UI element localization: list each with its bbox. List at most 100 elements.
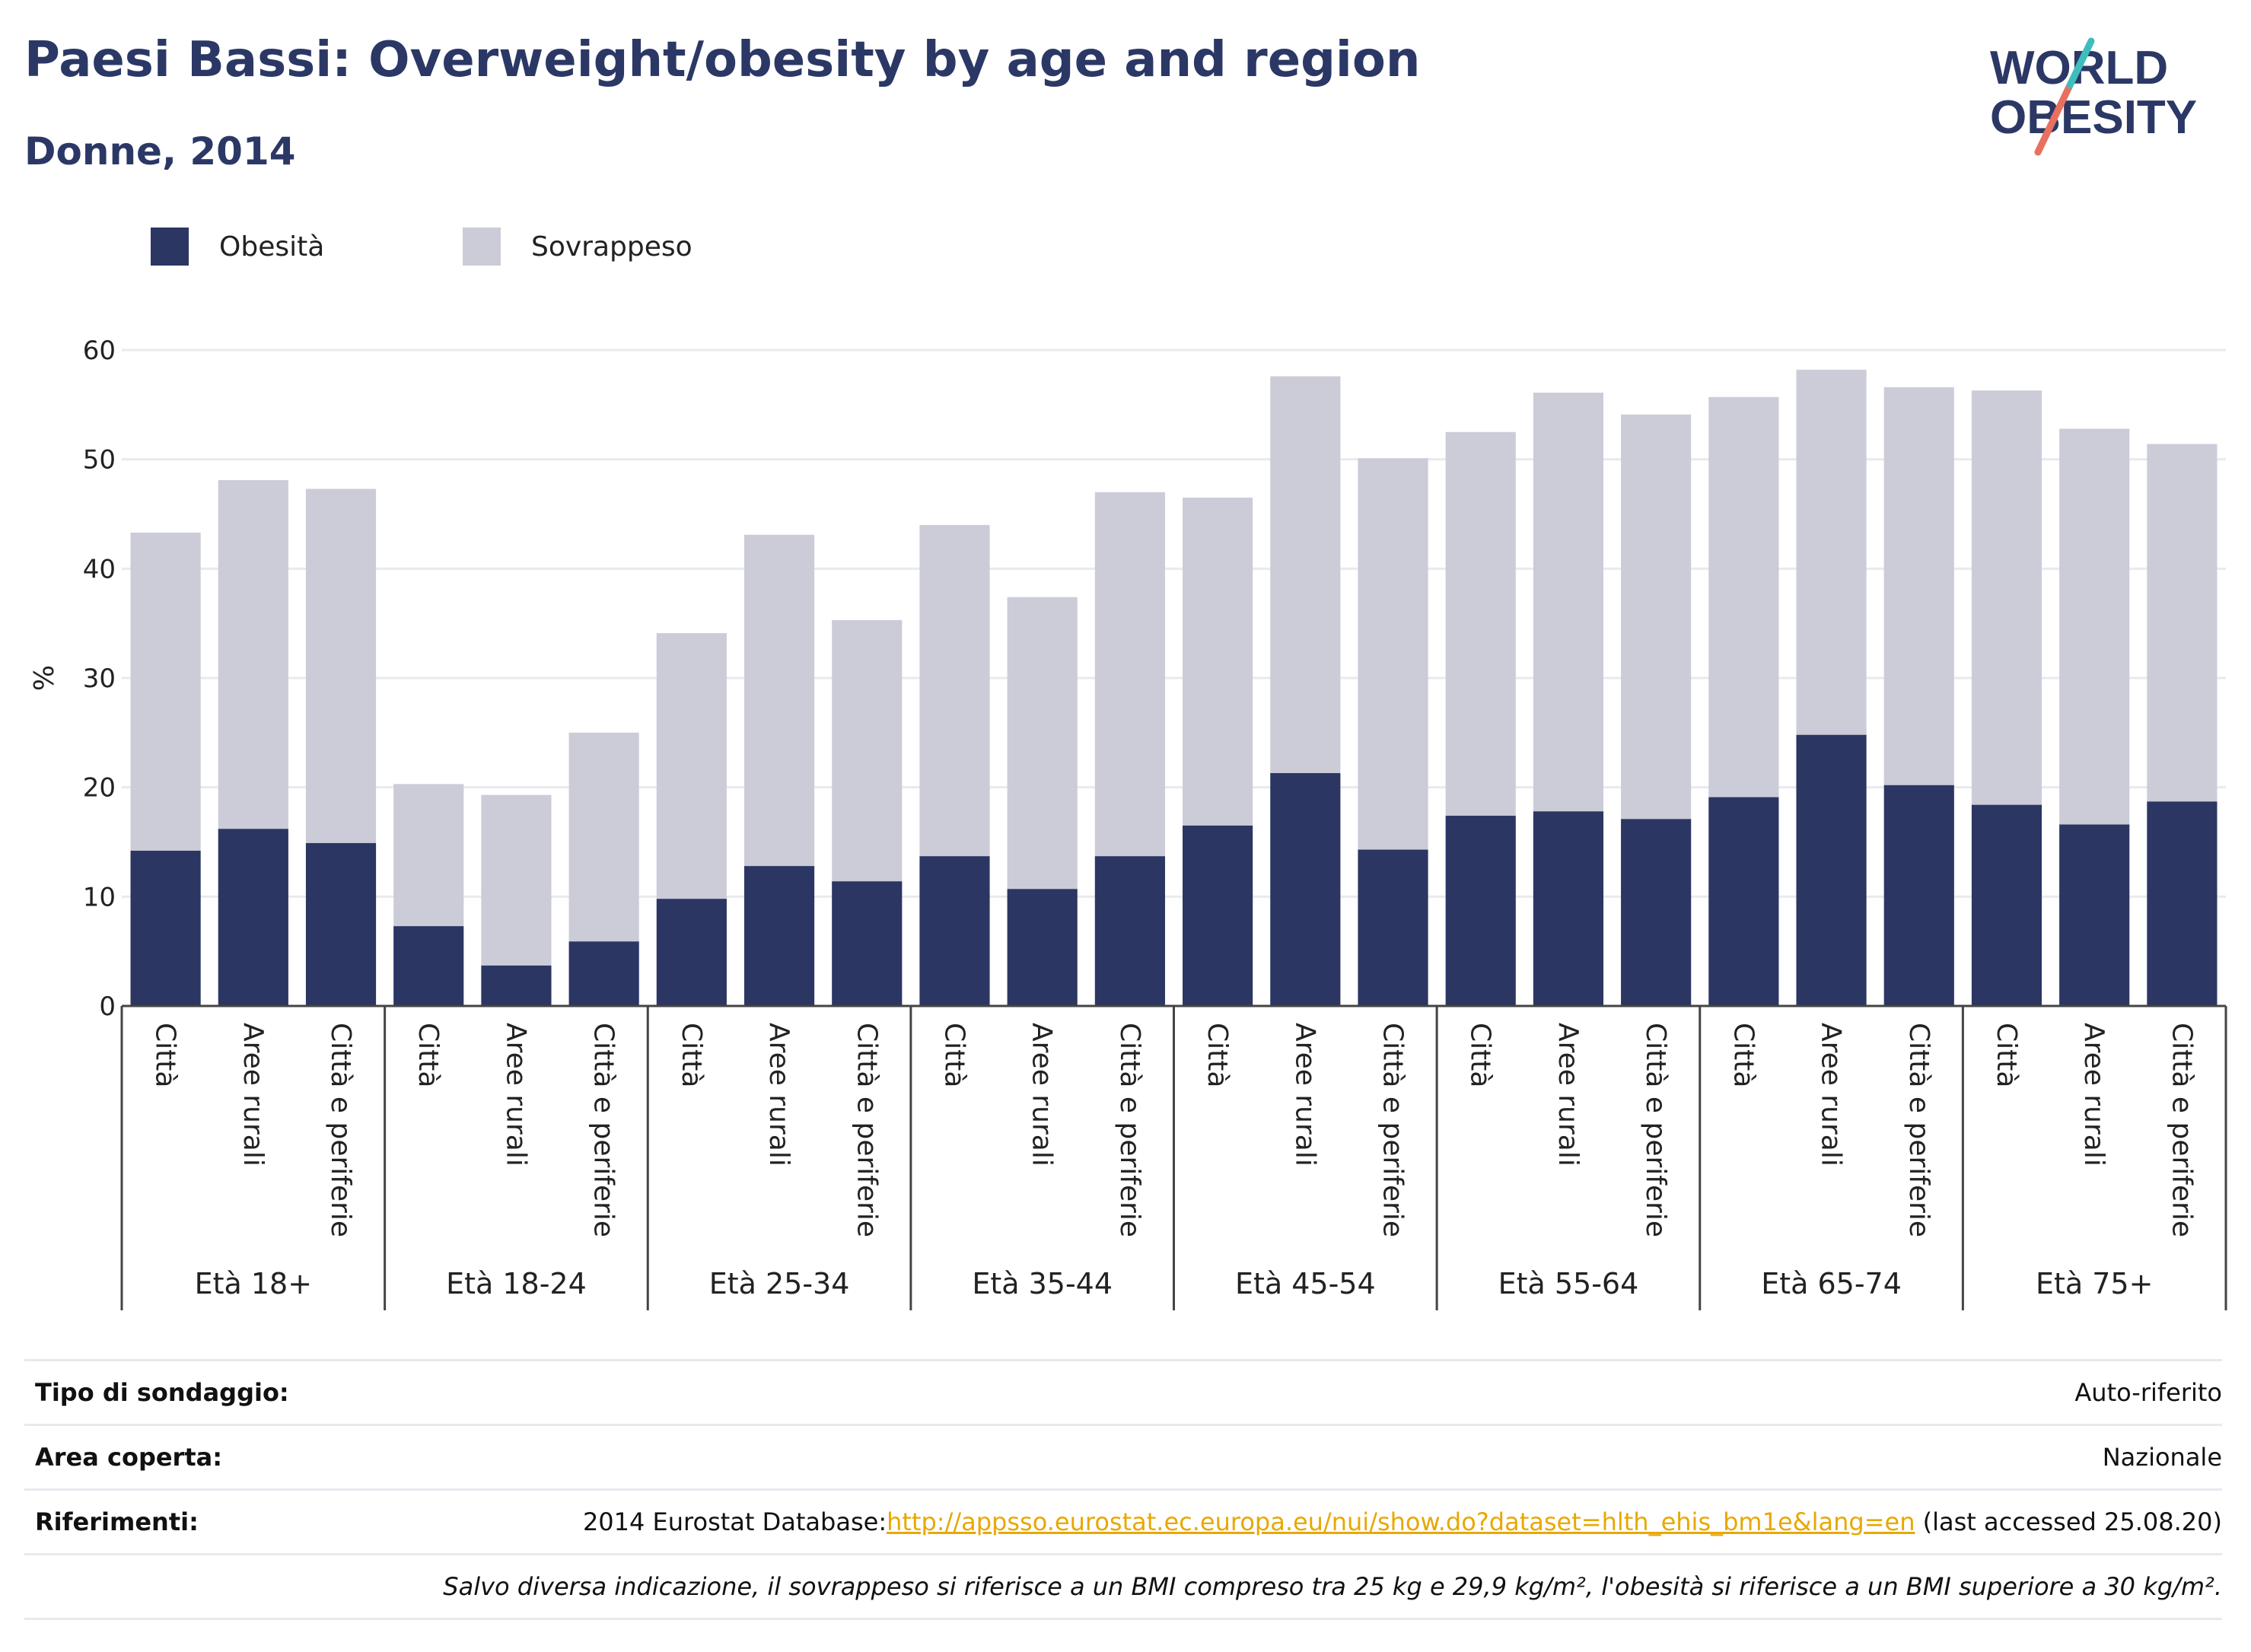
bar-obesity [1358,849,1428,1006]
y-tick-label: 50 [83,445,116,476]
bar-obesity [2147,801,2218,1006]
x-subcategory-label: Aree rurali [763,1023,794,1167]
area-covered-value: Nazionale [2102,1443,2222,1472]
x-subcategory-label: Città e periferie [2166,1023,2197,1237]
bar-overweight [1358,458,1428,850]
x-subcategory-label: Aree rurali [1816,1023,1847,1167]
bar-overweight [1971,390,2042,805]
y-tick-label: 10 [83,882,116,912]
bar-obesity [1533,811,1604,1006]
legend-item-overweight: Sovrappeso [463,225,692,268]
bar-obesity [1971,804,2042,1006]
y-tick-label: 20 [83,773,116,804]
footer-row-area: Area coperta: Nazionale [24,1424,2222,1488]
bar-overweight [1883,387,1954,785]
x-subcategory-label: Aree rurali [2078,1023,2109,1167]
bar-obesity [130,850,201,1006]
x-subcategory-label: Città e periferie [1640,1023,1671,1237]
legend-label-obesity: Obesità [219,231,325,263]
x-group-label: Età 18-24 [446,1267,587,1300]
bar-obesity [1796,734,1867,1006]
bar-obesity [743,866,815,1006]
bar-obesity [832,881,903,1006]
footer-table: Tipo di sondaggio: Auto-riferito Area co… [24,1359,2222,1620]
x-subcategory-label: Città [1465,1023,1496,1087]
bar-overweight [1183,497,1253,826]
area-covered-label: Area coperta: [35,1443,223,1472]
x-subcategory-label: Città [412,1023,444,1087]
bar-overweight [1708,396,1779,797]
x-subcategory-label: Città [676,1023,707,1087]
bar-obesity [1445,816,1516,1006]
bar-obesity [568,941,639,1006]
bar-overweight [1094,492,1165,857]
world-obesity-logo: WORLD OBESITY [1990,37,2197,156]
bar-overweight [568,732,639,942]
x-subcategory-label: Città [1991,1023,2022,1087]
x-subcategory-label: Aree rurali [1027,1023,1058,1167]
x-subcategory-label: Città [1202,1023,1233,1087]
x-subcategory-label: Città [938,1023,969,1087]
x-subcategory-label: Aree rurali [500,1023,531,1167]
survey-type-value: Auto-riferito [2074,1378,2222,1407]
bar-obesity [1883,785,1954,1006]
bar-overweight [656,633,727,899]
bar-overweight [832,619,903,882]
bar-obesity [1708,797,1779,1006]
x-group-label: Età 35-44 [972,1267,1113,1300]
x-subcategory-label: Città e periferie [851,1023,882,1237]
references-label: Riferimenti: [35,1507,199,1536]
y-tick-label: 30 [83,664,116,694]
x-subcategory-label: Città e periferie [588,1023,619,1237]
chart-title: Paesi Bassi: Overweight/obesity by age a… [24,32,1421,88]
bar-obesity [1007,889,1078,1006]
y-tick-label: 40 [83,554,116,584]
references-link[interactable]: http://appsso.eurostat.ec.europa.eu/nui/… [887,1507,1915,1536]
footer-row-survey: Tipo di sondaggio: Auto-riferito [24,1359,2222,1424]
bar-obesity [305,842,377,1006]
bar-overweight [919,524,990,857]
x-group-label: Età 55-64 [1498,1267,1639,1300]
bar-overweight [305,489,377,843]
bar-obesity [656,899,727,1006]
bar-overweight [743,534,815,867]
bar-overweight [1270,376,1341,773]
bar-overweight [1796,369,1867,735]
bar-obesity [1183,825,1253,1006]
bar-overweight [1533,393,1604,812]
footer-row-note: Salvo diversa indicazione, il sovrappeso… [24,1553,2222,1620]
bar-overweight [1007,597,1078,890]
x-group-label: Età 25-34 [709,1267,850,1300]
bar-overweight [1621,414,1692,820]
bar-obesity [919,856,990,1006]
x-group-label: Età 18+ [195,1267,312,1300]
references-value: 2014 Eurostat Database:http://appsso.eur… [583,1507,2222,1536]
x-subcategory-label: Città e periferie [325,1023,356,1237]
bmi-definition-note: Salvo diversa indicazione, il sovrappeso… [443,1572,2222,1601]
bar-overweight [218,479,288,829]
x-subcategory-label: Città e periferie [1903,1023,1934,1237]
x-subcategory-label: Città e periferie [1114,1023,1145,1237]
bar-overweight [1445,431,1516,816]
x-subcategory-label: Città [150,1023,181,1087]
x-group-label: Età 65-74 [1761,1267,1902,1300]
y-axis-label: % [29,665,60,691]
references-suffix: (last accessed 25.08.20) [1915,1507,2222,1536]
x-subcategory-label: Città e periferie [1377,1023,1409,1237]
x-group-label: Età 45-54 [1235,1267,1376,1300]
x-subcategory-label: Aree rurali [1552,1023,1584,1167]
x-subcategory-label: Aree rurali [1289,1023,1320,1167]
bar-overweight [2059,428,2130,825]
logo-slash-teal [2066,37,2095,89]
logo-text-obesity: OBESITY [1990,91,2197,144]
y-tick-label: 0 [99,992,116,1022]
bar-overweight [2147,444,2218,802]
references-prefix: 2014 Eurostat Database: [582,1507,887,1536]
bar-overweight [481,794,552,966]
x-group-label: Età 75+ [2036,1267,2153,1300]
bar-obesity [393,926,464,1006]
bar-overweight [393,784,464,927]
logo-slash-red [2034,81,2074,156]
survey-type-label: Tipo di sondaggio: [35,1378,289,1407]
bar-overweight [130,532,201,851]
